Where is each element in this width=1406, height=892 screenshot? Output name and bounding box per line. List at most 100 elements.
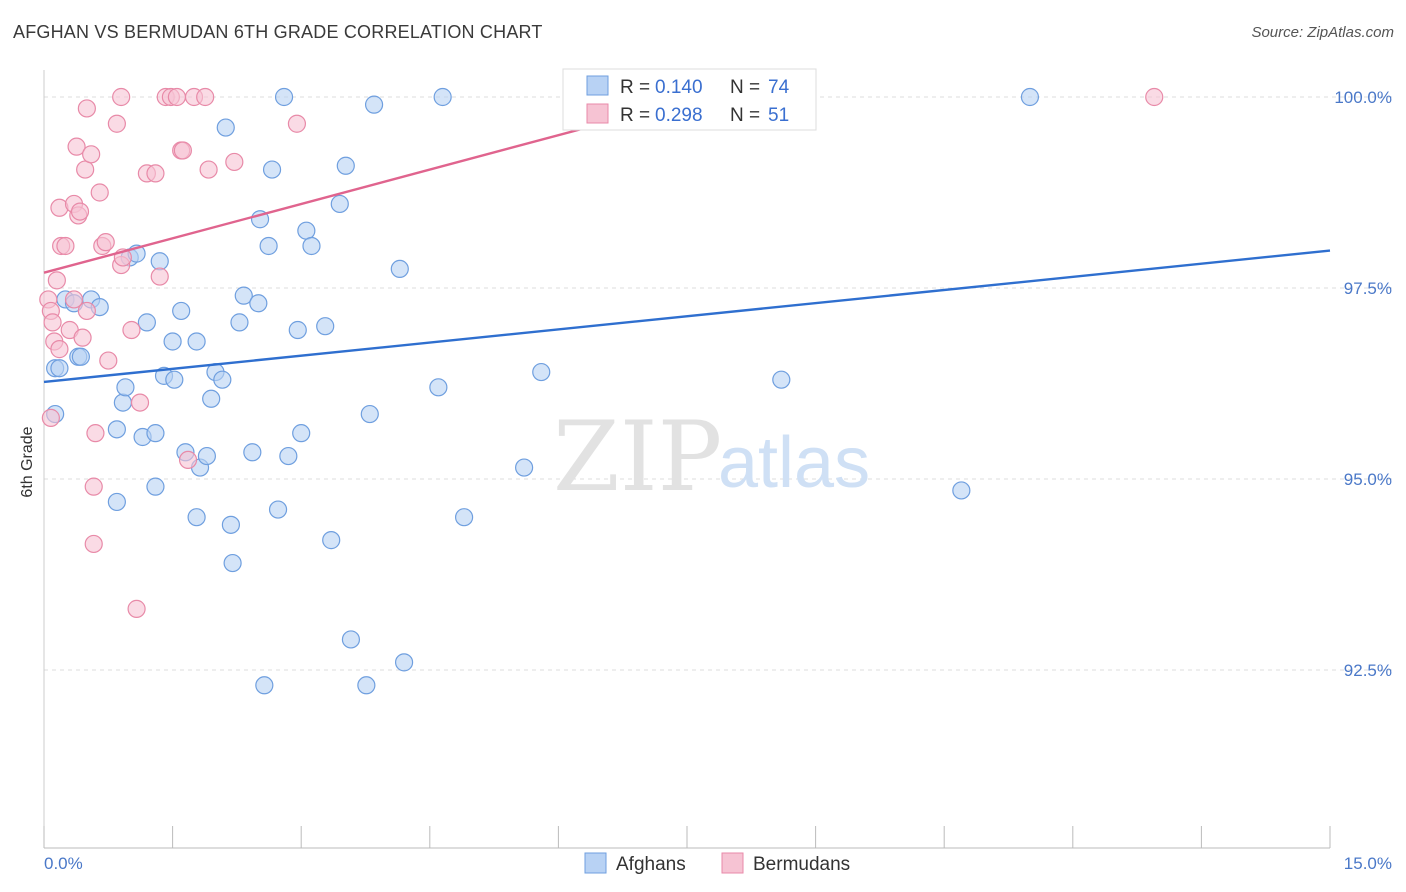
bermudans-point-20 [82,145,101,164]
bermudans-point-40 [167,87,186,107]
bermudans-point-34 [130,393,150,412]
afghans-point-65 [772,370,791,389]
bermudans-point-16 [73,328,92,347]
bermudans-point-28 [107,114,126,133]
legend-bermudans-n-value: 51 [768,105,789,126]
afghans-point-63 [515,458,534,477]
bottom-legend: Afghans Bermudans [584,852,850,875]
afghans-point-32 [216,118,235,137]
afghans-point-51 [322,531,341,550]
bermudans-point-47 [225,152,244,172]
y-tick-label-1: 97.5% [1344,279,1392,298]
chart-title: AFGHAN VS BERMUDAN 6TH GRADE CORRELATION… [13,22,543,42]
afghans-point-58 [390,259,409,278]
afghans-point-48 [297,221,316,240]
bermudans-points [39,87,1164,618]
y-axis-label: 6th Grade [19,426,36,497]
afghans-point-45 [279,446,298,466]
afghans-point-26 [187,508,206,527]
afghans-point-55 [357,676,376,695]
bermudans-point-18 [77,301,96,321]
bottom-legend-swatch-afghans [584,852,607,874]
afghans-point-52 [330,194,349,214]
watermark-zip: ZIP [553,401,722,513]
afghans-point-21 [163,332,182,351]
legend-swatch-afghans [586,75,609,96]
bermudans-point-49 [1145,87,1164,107]
bottom-legend-swatch-bermudans [721,852,744,874]
afghans-point-33 [221,515,240,534]
afghans-point-17 [146,424,165,443]
bermudans-point-2 [43,313,62,332]
bermudans-point-24 [90,183,109,202]
afghans-point-38 [249,294,268,313]
legend-bermudans-n-label: N = [730,105,760,126]
afghans-point-49 [302,236,321,256]
legend-afghans-r-label: R = [620,77,650,98]
afghans-point-54 [341,630,361,649]
bottom-legend-afghans: Afghans [616,854,686,875]
bermudans-point-23 [86,424,105,443]
legend-afghans-n-label: N = [730,77,760,98]
bermudans-point-17 [76,160,95,179]
bermudans-point-27 [99,351,118,370]
afghans-point-31 [213,370,232,389]
afghans-points [46,87,1040,695]
bermudans-point-33 [127,599,146,618]
x-tick-min: 0.0% [44,854,83,873]
legend-swatch-bermudans [586,103,609,124]
watermark-atlas: atlas [718,423,870,503]
y-tick-label-0: 100.0% [1334,88,1392,107]
legend-bermudans-r-value: 0.298 [655,105,703,126]
x-tick-max: 15.0% [1344,854,1392,873]
afghans-point-67 [952,481,971,500]
afghans-trendline [43,249,1331,384]
bermudans-point-48 [287,114,307,133]
bermudans-point-19 [77,99,96,118]
afghans-point-12 [116,378,135,397]
afghans-point-59 [394,653,414,672]
afghans-point-1 [50,359,69,378]
afghans-point-16 [137,313,156,332]
bermudans-point-15 [70,202,90,221]
bermudans-point-32 [122,320,141,340]
watermark: ZIP atlas [553,401,870,513]
afghans-point-10 [107,492,126,512]
y-tick-label-3: 92.5% [1344,661,1392,680]
bermudans-point-36 [146,164,165,183]
legend-afghans-r-value: 0.140 [655,77,703,98]
legend-bermudans-r-label: R = [620,105,650,126]
afghans-point-64 [532,362,551,382]
gridlines [44,96,1392,671]
bermudans-point-37 [150,267,169,286]
bermudans-point-42 [173,141,192,160]
afghans-point-28 [197,446,216,466]
bermudans-point-13 [67,137,86,156]
y-tick-labels: 100.0% 97.5% 95.0% 92.5% [1334,88,1392,680]
afghans-point-56 [360,404,379,424]
bermudans-point-5 [50,340,69,359]
afghans-point-18 [146,477,165,496]
afghans-point-19 [150,252,169,271]
afghans-point-57 [364,95,384,114]
bermudans-point-29 [112,87,131,107]
bermudans-point-26 [96,233,115,252]
afghans-point-40 [255,676,274,695]
afghans-point-9 [107,420,126,439]
trendlines [43,99,1331,384]
afghans-point-53 [336,156,355,175]
afghans-point-43 [268,500,288,519]
afghans-point-41 [259,236,278,256]
bermudans-point-21 [84,477,103,496]
afghans-point-22 [165,370,184,389]
bermudans-point-46 [199,160,218,179]
afghans-point-6 [71,347,90,366]
afghans-point-44 [274,87,294,107]
bermudans-point-43 [178,450,198,469]
afghans-point-46 [288,320,307,340]
afghans-point-35 [230,313,249,332]
bottom-legend-bermudans: Bermudans [753,854,850,875]
afghans-point-34 [223,553,242,573]
afghans-point-37 [243,443,262,462]
